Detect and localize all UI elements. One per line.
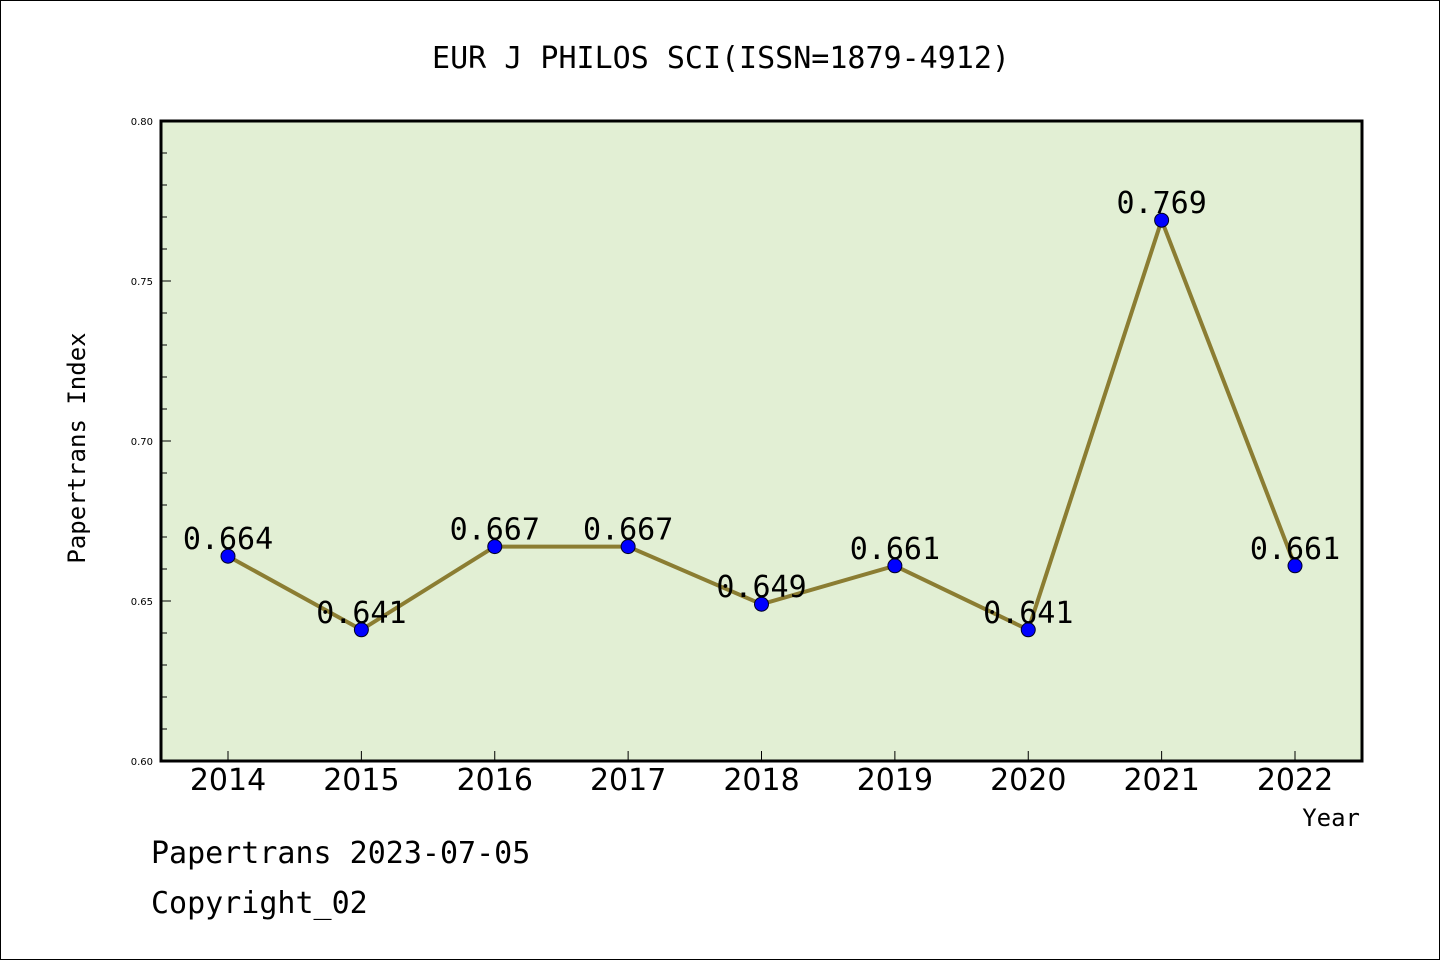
footer-source: Papertrans 2023-07-05 [151, 836, 531, 871]
data-label: 0.667 [450, 513, 540, 548]
data-label: 0.661 [850, 532, 940, 567]
y-axis: 0.60 0.65 0.70 0.75 0.80 [131, 117, 171, 768]
footer-copyright: Copyright_02 [151, 886, 368, 921]
data-point [487, 539, 503, 555]
x-tick-label: 2022 [1257, 763, 1333, 798]
series-index: 0.664 0.641 0.667 0.667 0.649 0.661 0.641 0.769… [183, 186, 1340, 638]
data-point [220, 548, 236, 564]
x-axis-title: Year [1302, 804, 1360, 832]
x-tick-label: 2021 [1123, 763, 1199, 798]
x-tick-label: 2020 [990, 763, 1066, 798]
x-tick-label: 2015 [323, 763, 399, 798]
x-tick-label: 2017 [590, 763, 666, 798]
data-label: 0.641 [983, 596, 1073, 631]
data-point [620, 539, 636, 555]
data-label: 0.664 [183, 522, 273, 557]
chart-title: EUR J PHILOS SCI(ISSN=1879-4912) [432, 41, 1010, 76]
x-tick-label: 2019 [857, 763, 933, 798]
data-label: 0.661 [1250, 532, 1340, 567]
y-tick-label: 0.65 [131, 597, 153, 608]
y-tick-label: 0.80 [131, 117, 153, 128]
data-point [1154, 212, 1170, 228]
x-axis: 2014 2015 2016 2017 2018 2019 2020 2021 2022 [190, 751, 1333, 798]
data-point [1020, 622, 1036, 638]
y-tick-label: 0.75 [131, 277, 153, 288]
x-tick-label: 2016 [457, 763, 533, 798]
data-label: 0.667 [583, 513, 673, 548]
data-point [353, 622, 369, 638]
y-tick-label: 0.60 [131, 757, 153, 768]
data-point [1287, 558, 1303, 574]
data-label: 0.649 [716, 570, 806, 605]
x-tick-label: 2014 [190, 763, 266, 798]
data-point [754, 596, 769, 612]
data-label: 0.769 [1116, 186, 1206, 221]
data-label: 0.641 [316, 596, 406, 631]
data-point [887, 558, 903, 574]
x-tick-label: 2018 [723, 763, 799, 798]
y-tick-label: 0.70 [131, 437, 153, 448]
y-axis-title: Papertrans Index [63, 332, 91, 563]
